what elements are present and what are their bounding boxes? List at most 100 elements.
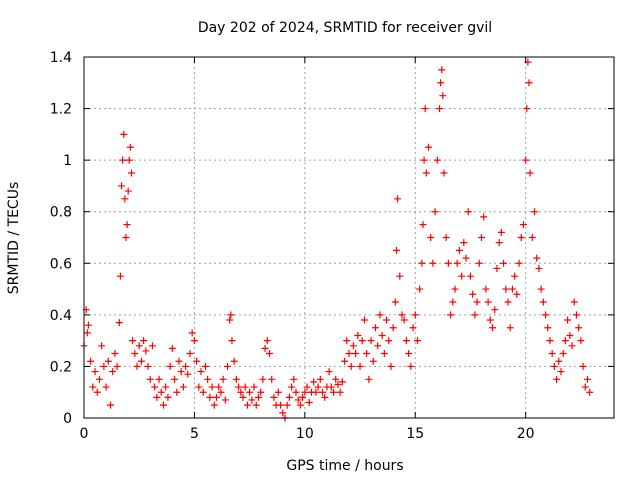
data-point-marker: [175, 357, 183, 365]
data-point-marker: [173, 388, 181, 396]
data-point-marker: [466, 272, 474, 280]
data-point-marker: [129, 337, 137, 345]
x-tick-label: 20: [517, 426, 535, 442]
data-point-marker: [553, 375, 561, 383]
data-point-marker: [208, 383, 216, 391]
data-point-marker: [122, 234, 130, 241]
data-point-marker: [455, 246, 463, 254]
data-point-marker: [396, 272, 404, 280]
data-point-marker: [151, 383, 159, 391]
data-point-marker: [584, 375, 591, 383]
data-point-marker: [283, 401, 291, 409]
data-point-marker: [419, 221, 427, 229]
data-point-marker: [439, 92, 447, 100]
data-point-marker: [542, 311, 550, 319]
data-point-marker: [387, 362, 395, 370]
data-point-marker: [489, 324, 497, 332]
data-point-marker: [523, 105, 531, 113]
data-point-marker: [508, 285, 516, 293]
data-point-marker: [546, 337, 554, 345]
data-point-marker: [164, 393, 172, 401]
data-point-marker: [421, 105, 429, 113]
data-point-marker: [303, 383, 311, 391]
data-point-marker: [356, 362, 364, 370]
data-point-marker: [217, 388, 225, 396]
data-point-marker: [475, 259, 483, 267]
data-point-marker: [427, 234, 435, 241]
data-point-marker: [190, 337, 198, 345]
data-point-marker: [126, 143, 134, 151]
data-point-marker: [142, 347, 150, 355]
data-point-marker: [437, 79, 445, 87]
data-point-marker: [557, 368, 565, 376]
data-point-marker: [484, 298, 492, 306]
data-point-marker: [555, 357, 563, 365]
data-point-marker: [539, 298, 547, 306]
data-point-marker: [137, 357, 145, 365]
x-tick-label: 10: [296, 426, 314, 442]
data-point-marker: [449, 298, 457, 306]
data-point-marker: [334, 380, 342, 388]
data-point-marker: [502, 285, 510, 293]
data-point-marker: [438, 66, 446, 74]
y-tick-label: 0: [63, 411, 72, 427]
data-point-marker: [109, 368, 117, 376]
plot-frame: [83, 56, 615, 419]
data-point-marker: [436, 105, 444, 113]
y-tick-label: 1.2: [50, 102, 72, 118]
data-point-marker: [104, 357, 112, 365]
data-point-marker: [471, 311, 479, 319]
data-point-marker: [321, 393, 329, 401]
data-point-marker: [263, 337, 271, 345]
y-tick-label: 0.8: [50, 205, 72, 221]
data-point-marker: [277, 401, 285, 409]
data-point-marker: [125, 156, 133, 164]
y-axis-label: SRMTID / TECUs: [6, 182, 22, 295]
data-point-marker: [411, 311, 419, 319]
data-point-marker: [87, 357, 95, 365]
data-point-marker: [418, 259, 426, 267]
data-point-marker: [301, 388, 309, 396]
y-tick-label: 0.4: [50, 308, 72, 324]
data-point-marker: [121, 195, 129, 203]
data-point-marker: [352, 350, 360, 358]
data-point-marker: [378, 331, 386, 339]
data-point-marker: [544, 324, 552, 332]
data-point-marker: [179, 383, 187, 391]
data-point-marker: [548, 350, 556, 358]
data-point-marker: [144, 362, 152, 370]
data-point-marker: [420, 156, 428, 164]
data-point-marker: [146, 375, 154, 383]
data-point-marker: [358, 337, 366, 345]
data-point-marker: [327, 383, 335, 391]
data-point-marker: [425, 143, 432, 151]
data-point-marker: [230, 357, 238, 365]
data-point-marker: [413, 337, 421, 345]
data-point-marker: [157, 388, 165, 396]
data-point-marker: [526, 169, 534, 177]
data-point-marker: [292, 388, 300, 396]
data-point-marker: [171, 375, 179, 383]
data-point-marker: [480, 213, 488, 221]
data-point-marker: [111, 350, 119, 358]
data-point-marker: [462, 254, 470, 262]
data-point-marker: [561, 337, 569, 345]
data-point-marker: [400, 316, 408, 324]
data-point-marker: [469, 290, 477, 298]
data-point-marker: [93, 388, 101, 396]
data-point-marker: [213, 393, 220, 401]
y-tick-label: 0.6: [50, 256, 72, 272]
x-tick-label: 0: [80, 426, 89, 442]
data-point-marker: [257, 388, 265, 396]
data-point-marker: [261, 344, 269, 352]
data-point-marker: [177, 368, 185, 376]
data-point-marker: [243, 401, 251, 409]
data-point-marker: [89, 383, 97, 391]
data-point-marker: [274, 388, 282, 396]
data-point-marker: [204, 375, 212, 383]
data-point-marker: [531, 208, 538, 216]
data-point-marker: [84, 321, 92, 329]
data-point-marker: [95, 375, 103, 383]
data-point-marker: [102, 383, 110, 391]
